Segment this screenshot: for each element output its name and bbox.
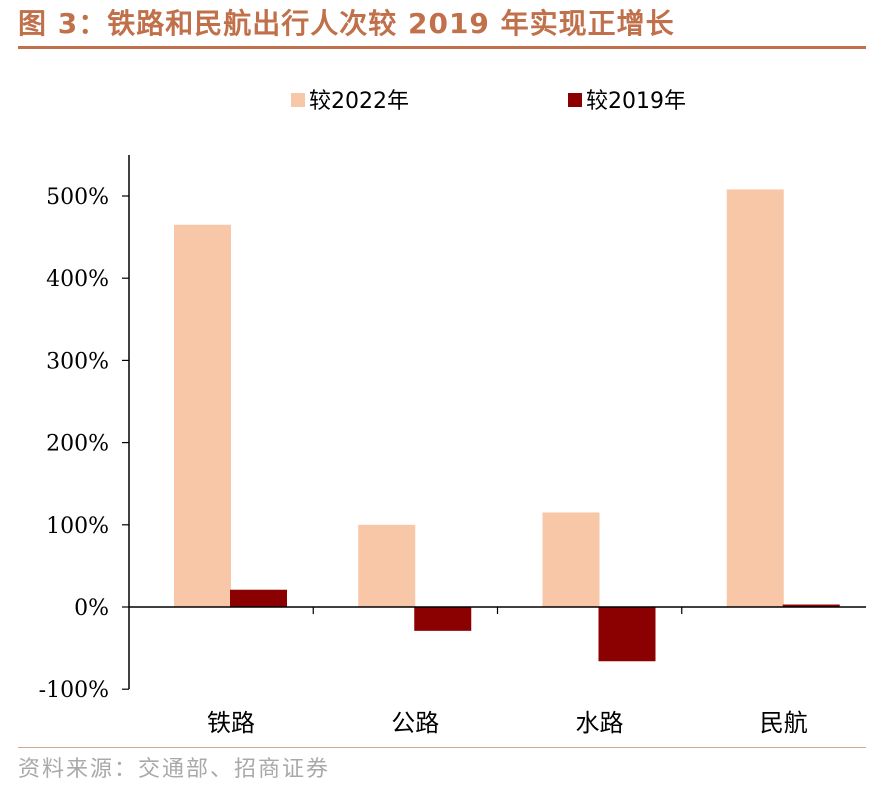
y-tick-label: 400%	[46, 267, 109, 292]
y-tick-label: 0%	[74, 596, 109, 621]
chart-legend: 较2022年 较2019年	[291, 89, 686, 114]
figure-title: 图 3：铁路和民航出行人次较 2019 年实现正增长	[18, 7, 675, 40]
bars-group	[174, 189, 840, 662]
source-divider	[18, 747, 866, 748]
bar-vs2019-0	[230, 589, 287, 607]
source-note: 资料来源：交通部、招商证券	[18, 757, 331, 782]
x-category-label: 公路	[391, 709, 439, 737]
y-tick-label: 500%	[46, 185, 109, 210]
legend-label-vs2022: 较2022年	[309, 89, 409, 114]
bar-vs2022-3	[726, 189, 784, 607]
x-category-label: 民航	[760, 709, 808, 737]
y-tick-label: -100%	[39, 678, 109, 703]
bar-chart: 较2022年 较2019年 500% 400% 300% 200% 100% 0% -100%…	[39, 89, 866, 737]
legend-swatch-vs2019	[568, 93, 582, 107]
y-tick-label: 300%	[46, 349, 109, 374]
axes-group: 500% 400% 300% 200% 100% 0% -100% 铁路 公路 水路 民航	[39, 155, 866, 737]
legend-label-vs2019: 较2019年	[586, 89, 686, 114]
x-category-label: 铁路	[207, 709, 255, 737]
y-tick-label: 200%	[46, 432, 109, 457]
y-tick-label: 100%	[46, 514, 109, 539]
bar-vs2019-3	[782, 604, 840, 607]
bar-vs2022-2	[542, 512, 600, 607]
title-divider	[18, 46, 866, 49]
bar-vs2019-2	[598, 607, 656, 662]
bar-vs2019-1	[414, 607, 472, 631]
x-category-label: 水路	[576, 709, 624, 737]
bar-vs2022-0	[174, 224, 231, 607]
legend-swatch-vs2022	[291, 93, 305, 107]
bar-vs2022-1	[358, 524, 416, 607]
